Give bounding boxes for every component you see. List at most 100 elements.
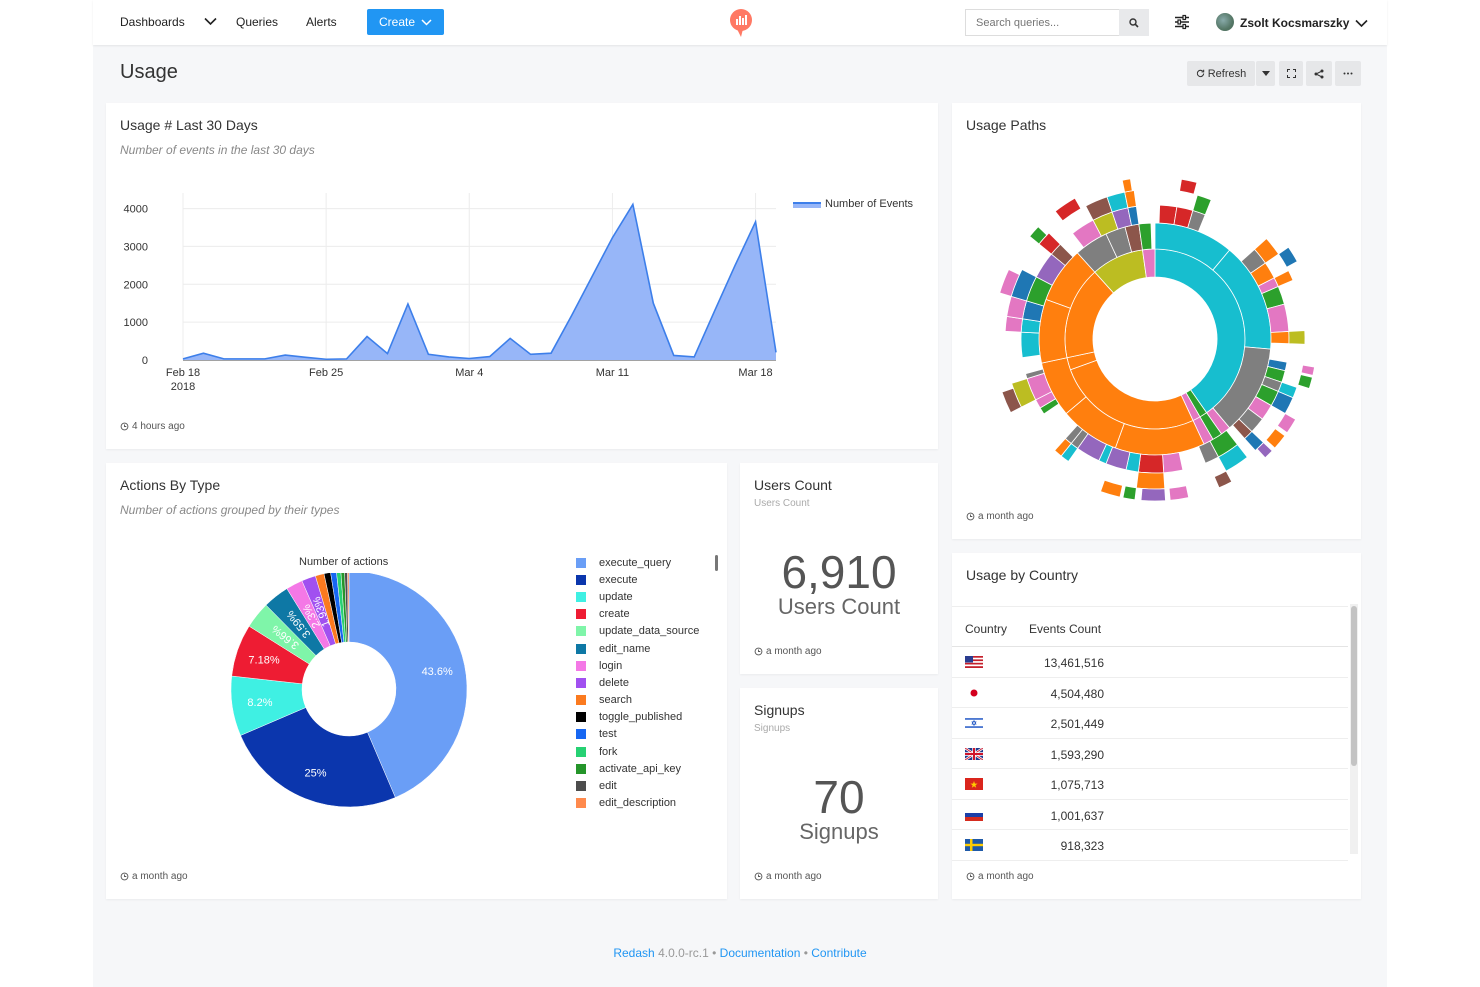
sunburst-segment[interactable] [1265, 428, 1286, 449]
sunburst-segment[interactable] [1137, 453, 1165, 474]
pie-legend: execute_query execute update create update_d… [576, 554, 716, 812]
column-header-events-count[interactable]: Events Count [1029, 622, 1102, 636]
legend-item[interactable]: delete [576, 674, 716, 691]
column-header-country[interactable]: Country [965, 622, 1008, 636]
legend-item[interactable]: create [576, 606, 716, 623]
legend-item[interactable]: search [576, 692, 716, 709]
sunburst-segment[interactable] [1121, 178, 1133, 193]
sunburst-segment[interactable] [1266, 303, 1290, 333]
pie-chart-title: Number of actions [299, 556, 389, 568]
legend-swatch [576, 660, 586, 671]
widget-description: Number of actions grouped by their types [120, 503, 340, 517]
sunburst-segment[interactable] [1297, 374, 1313, 390]
sunburst-segment[interactable] [1256, 442, 1273, 459]
sunburst-segment[interactable] [1276, 412, 1297, 434]
legend-item[interactable]: toggle_published [576, 709, 716, 726]
sunburst-segment[interactable] [1054, 197, 1082, 222]
sunburst-segment[interactable] [1054, 438, 1072, 457]
sunburst-segment[interactable] [1138, 222, 1153, 251]
events-count-cell: 918,323 [1060, 839, 1104, 853]
legend-item[interactable]: update_data_source [576, 623, 716, 640]
sunburst-segment[interactable] [1135, 471, 1166, 490]
share-button[interactable] [1306, 61, 1332, 86]
legend-item[interactable]: update [576, 588, 716, 605]
chevron-down-icon[interactable] [204, 17, 217, 26]
sunburst-segment[interactable] [1025, 368, 1045, 380]
legend-swatch [576, 695, 586, 706]
sunburst-segment[interactable] [1273, 270, 1294, 288]
legend-swatch [576, 643, 586, 654]
table-scrollbar-track[interactable] [1350, 604, 1358, 854]
counter-label: Users Count [777, 594, 901, 619]
footer-redash-link[interactable]: Redash [613, 946, 655, 960]
pie-data-label: 8.2% [247, 697, 272, 709]
legend-item[interactable]: edit [576, 777, 716, 794]
legend-item[interactable]: edit_description [576, 795, 716, 812]
sunburst-segment[interactable] [1099, 479, 1124, 498]
actions-pie-chart[interactable]: 43.6%25%8.2%7.18%3.66%3.59%2.3%1.93% [226, 573, 476, 813]
y-tick-label: 1000 [124, 317, 148, 329]
sunburst-segment[interactable] [1300, 364, 1316, 376]
refresh-button[interactable]: Refresh [1187, 61, 1255, 86]
user-menu[interactable]: Zsolt Kocsmarszky [1216, 13, 1368, 31]
sunburst-segment[interactable] [1162, 451, 1184, 474]
legend-scrollbar[interactable] [715, 555, 718, 571]
create-button[interactable]: Create [367, 9, 444, 35]
pie-slice-edit_description[interactable] [347, 573, 350, 643]
pie-slice-execute_query[interactable] [348, 573, 468, 798]
sunburst-segment[interactable] [1288, 330, 1306, 345]
legend-item[interactable]: test [576, 726, 716, 743]
usage-sunburst-chart[interactable] [952, 173, 1361, 513]
table-row: 13,461,516 [952, 647, 1348, 678]
x-tick-label: Mar 4 [455, 367, 483, 379]
legend-item[interactable]: edit_name [576, 640, 716, 657]
legend-item[interactable]: activate_api_key [576, 760, 716, 777]
sunburst-segment[interactable] [1192, 194, 1212, 216]
sunburst-segment[interactable] [1213, 470, 1233, 489]
share-icon [1314, 69, 1324, 78]
redash-logo-icon[interactable] [729, 8, 753, 37]
sunburst-segment[interactable] [1270, 331, 1290, 345]
legend-label[interactable]: Number of Events [825, 198, 914, 210]
widget-actions-by-type: Actions By Type Number of actions groupe… [106, 463, 727, 899]
legend-item[interactable]: execute_query [576, 554, 716, 571]
nav-queries[interactable]: Queries [236, 15, 279, 29]
nav-dashboards[interactable]: Dashboards [120, 15, 185, 29]
sunburst-segment[interactable] [1029, 226, 1048, 245]
sunburst-segment[interactable] [999, 268, 1021, 297]
fullscreen-button[interactable] [1279, 61, 1303, 86]
search-button[interactable] [1119, 9, 1149, 36]
legend-item[interactable]: fork [576, 743, 716, 760]
sunburst-segment[interactable] [1020, 331, 1041, 359]
nav-alerts[interactable]: Alerts [306, 15, 337, 29]
legend-item[interactable]: execute [576, 571, 716, 588]
legend-item[interactable]: login [576, 657, 716, 674]
gb-flag-icon [964, 746, 984, 761]
search-input[interactable] [965, 9, 1120, 36]
widget-footer: a month ago [754, 871, 822, 882]
events-count-cell: 1,001,637 [1050, 808, 1104, 823]
updated-time: 4 hours ago [132, 421, 185, 432]
history-icon [120, 422, 129, 431]
sunburst-segment[interactable] [1168, 485, 1190, 501]
sunburst-segment[interactable] [1122, 485, 1137, 501]
legend-label: delete [599, 676, 629, 689]
x-tick-label: Feb 18 [166, 367, 200, 379]
pie-slice-execute[interactable] [240, 707, 396, 808]
sunburst-segment[interactable] [1179, 178, 1198, 195]
usage-area-chart[interactable]: 0 1000 2000 3000 4000 Feb 18 2018 Feb 25 Mar 4 Ma… [106, 183, 938, 403]
refresh-options-button[interactable] [1256, 61, 1275, 86]
settings-sliders-icon[interactable] [1174, 14, 1190, 30]
sunburst-segment[interactable] [1278, 246, 1298, 268]
widget-title: Users Count [754, 477, 832, 493]
sunburst-segment[interactable] [1197, 445, 1206, 464]
legend-label: edit_name [599, 642, 651, 655]
footer-documentation-link[interactable]: Documentation [719, 946, 801, 960]
sunburst-segment[interactable] [1140, 488, 1166, 502]
table-scrollbar-thumb[interactable] [1351, 606, 1357, 766]
more-options-button[interactable] [1335, 61, 1361, 86]
series-line[interactable] [182, 202, 777, 361]
footer-contribute-link[interactable]: Contribute [811, 946, 867, 960]
table-header: Country Events Count [952, 606, 1348, 647]
sunburst-segment[interactable] [1001, 387, 1022, 414]
